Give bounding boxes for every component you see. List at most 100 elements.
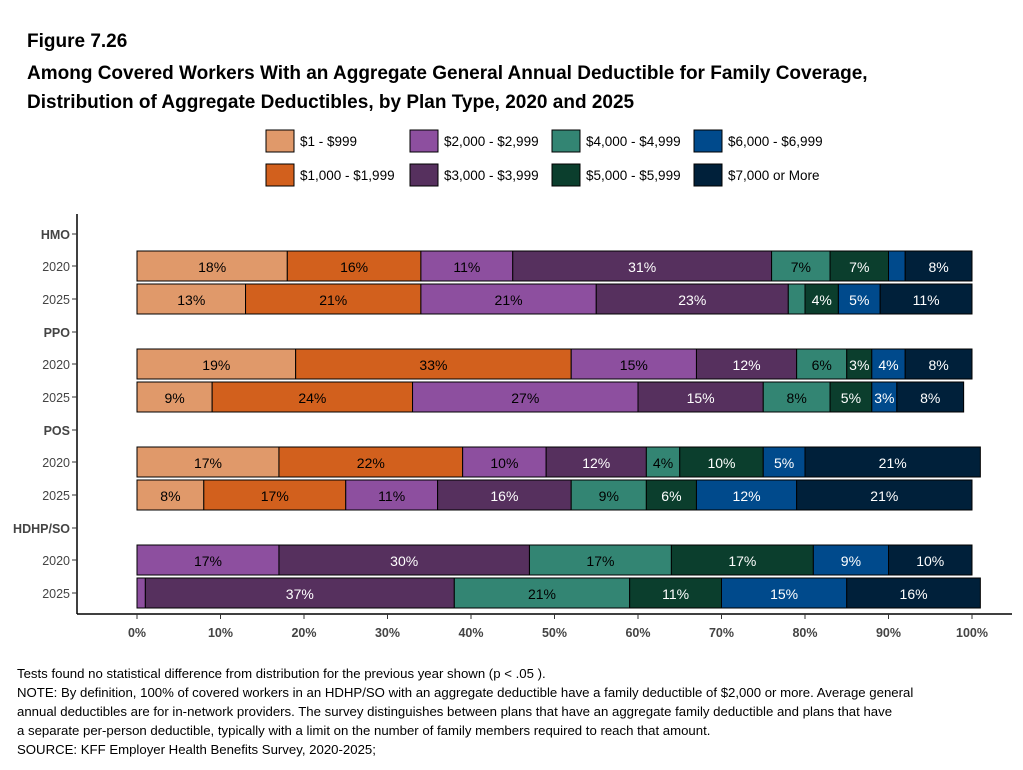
data-label: 37% [286, 586, 314, 602]
data-label: 30% [390, 553, 418, 569]
bar-segment [762, 381, 831, 413]
bar-segment [837, 283, 881, 315]
data-label: 11% [378, 488, 405, 504]
year-label: 2020 [42, 260, 70, 274]
bar-segment [136, 250, 288, 282]
data-label: 15% [770, 586, 798, 602]
data-label: 7% [849, 259, 869, 275]
data-label: 10% [916, 553, 944, 569]
legend-label: $5,000 - $5,999 [586, 168, 681, 183]
data-label: 9% [599, 488, 619, 504]
x-tick-label: 10% [208, 626, 233, 640]
x-tick-label: 30% [375, 626, 400, 640]
bar-segment [462, 446, 547, 478]
data-label: 17% [728, 553, 756, 569]
bar-segment [420, 250, 514, 282]
legend-label: $2,000 - $2,999 [444, 134, 539, 149]
data-label: 9% [841, 553, 861, 569]
data-label: 11% [453, 259, 480, 275]
data-label: 7% [791, 259, 811, 275]
data-label: 24% [298, 390, 326, 406]
x-tick-label: 0% [128, 626, 146, 640]
bar-segment [796, 479, 973, 511]
bar-segment [829, 250, 889, 282]
data-label: 10% [707, 455, 735, 471]
x-tick-label: 50% [542, 626, 567, 640]
note-line: SOURCE: KFF Employer Health Benefits Sur… [17, 742, 376, 757]
legend-swatch [693, 129, 723, 153]
bar-segment [136, 283, 247, 315]
group-label: HMO [41, 228, 70, 242]
x-tick-label: 90% [876, 626, 901, 640]
bar-segment [888, 544, 973, 576]
legend-swatch [551, 129, 581, 153]
bar-segment [453, 577, 631, 609]
legend-swatch [409, 163, 439, 187]
bar-segment [545, 446, 647, 478]
data-label: 12% [733, 488, 761, 504]
figure-label: Figure 7.26 [27, 31, 128, 52]
bar-segment [295, 348, 572, 380]
data-label: 15% [687, 390, 715, 406]
bar-segment [136, 544, 280, 576]
bar-segment [278, 446, 464, 478]
data-label: 8% [920, 390, 940, 406]
data-label: 5% [849, 292, 869, 308]
data-label: 13% [177, 292, 205, 308]
data-label: 4% [653, 455, 673, 471]
bar-segment [695, 348, 798, 380]
legend-swatch [693, 163, 723, 187]
bar-segment [629, 577, 723, 609]
legend-label: $6,000 - $6,999 [728, 134, 823, 149]
year-label: 2025 [42, 587, 70, 601]
bar-segment [345, 479, 439, 511]
data-label: 21% [528, 586, 556, 602]
data-label: 16% [900, 586, 928, 602]
bar-segment [695, 479, 798, 511]
bar-segment [812, 544, 889, 576]
data-label: 31% [628, 259, 656, 275]
bar-segment [595, 283, 789, 315]
bar-segment [645, 446, 681, 478]
data-label: 21% [495, 292, 523, 308]
bar-segment [437, 479, 572, 511]
data-label: 11% [662, 586, 689, 602]
data-label: 17% [586, 553, 614, 569]
data-label: 23% [678, 292, 706, 308]
bar-segment [804, 283, 839, 315]
bar-segment [286, 250, 422, 282]
bar-segment [871, 381, 898, 413]
legend-label: $1 - $999 [300, 134, 357, 149]
data-label: 12% [733, 357, 761, 373]
bar-segment [896, 381, 965, 413]
year-label: 2020 [42, 358, 70, 372]
data-label: 9% [164, 390, 184, 406]
x-tick-label: 20% [291, 626, 316, 640]
data-label: 17% [261, 488, 289, 504]
group-label: POS [44, 424, 70, 438]
data-label: 8% [787, 390, 807, 406]
legend-swatch [551, 163, 581, 187]
data-label: 21% [870, 488, 898, 504]
bar-segment [637, 381, 764, 413]
bar-segment [879, 283, 973, 315]
data-label: 33% [419, 357, 447, 373]
data-label: 22% [357, 455, 385, 471]
data-label: 3% [849, 357, 869, 373]
data-label: 19% [202, 357, 230, 373]
data-label: 16% [340, 259, 368, 275]
data-label: 4% [812, 292, 832, 308]
data-label: 5% [774, 455, 794, 471]
year-label: 2020 [42, 554, 70, 568]
year-label: 2025 [42, 391, 70, 405]
data-label: 12% [582, 455, 610, 471]
stacked-bar-chart: $1 - $999 $1,000 - $1,999 $2,000 - $2,999 $… [13, 129, 1012, 640]
note-line: annual deductibles are for in-network pr… [17, 704, 893, 719]
note-line: Tests found no statistical difference fr… [17, 666, 546, 681]
data-label: 21% [879, 455, 907, 471]
data-label: 6% [812, 357, 832, 373]
group-label: PPO [44, 326, 71, 340]
chart-title-line-2: Distribution of Aggregate Deductibles, b… [27, 92, 635, 113]
chart-title-line-1: Among Covered Workers With an Aggregate … [27, 63, 868, 84]
